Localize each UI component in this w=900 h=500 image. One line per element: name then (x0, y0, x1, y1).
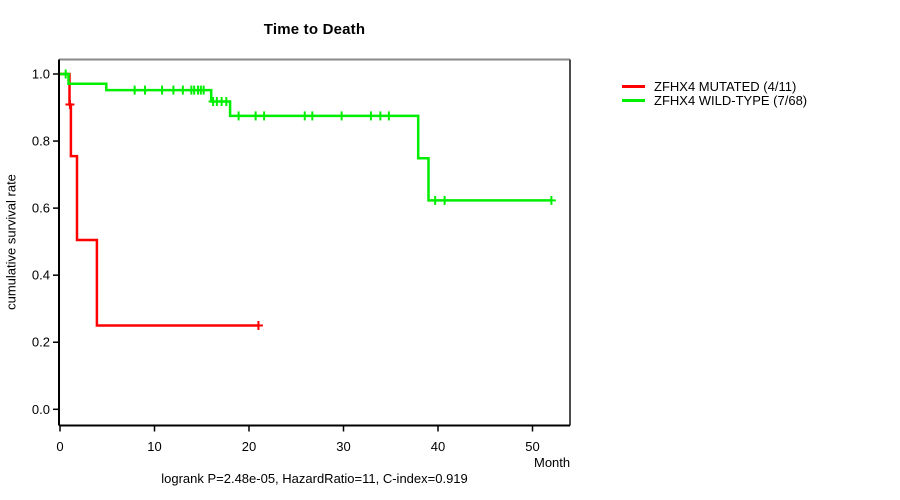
y-tick-label: 1.0 (32, 67, 50, 82)
legend-label-wildtype: ZFHX4 WILD-TYPE (7/68) (654, 92, 808, 108)
legend-label-mutated: ZFHX4 MUTATED (4/11) (654, 79, 797, 94)
statistics-footnote: logrank P=2.48e-05, HazardRatio=11, C-in… (161, 471, 468, 486)
y-tick-label: 0.6 (32, 201, 50, 216)
x-tick-label: 30 (336, 439, 350, 454)
mutated-line-swatch (622, 85, 645, 89)
y-tick-label: 0.2 (32, 335, 50, 350)
survival-curve (60, 72, 259, 327)
x-tick-label: 40 (431, 439, 445, 454)
x-axis-title: Month (534, 455, 571, 470)
legend-item-wildtype: ZFHX4 WILD-TYPE (7/68) (622, 92, 808, 108)
x-tick-label: 20 (242, 439, 256, 454)
x-tick-label: 50 (525, 439, 539, 454)
legend: ZFHX4 MUTATED (4/11) ZFHX4 WILD-TYPE (7/… (622, 80, 807, 107)
wildtype-line-swatch (622, 98, 645, 102)
y-tick-label: 0.8 (32, 134, 50, 149)
y-tick-label: 0.0 (32, 402, 50, 417)
x-tick-label: 0 (56, 439, 63, 454)
legend-item-mutated: ZFHX4 MUTATED (4/11) (622, 80, 807, 94)
x-tick-label: 10 (147, 439, 161, 454)
plot-title: Time to Death (263, 21, 366, 38)
y-tick-label: 0.4 (32, 268, 50, 283)
